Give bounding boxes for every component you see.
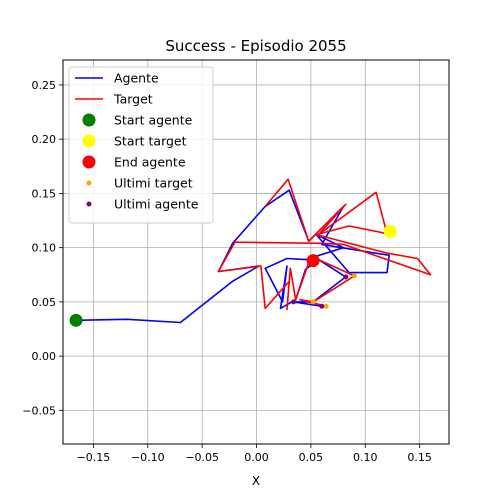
plot-area (69, 178, 432, 327)
marker-ultimi-agente (291, 299, 297, 305)
y-tick-label: 0.25 (32, 79, 57, 92)
x-axis-label: X (252, 474, 260, 488)
legend-label: Target (113, 92, 153, 107)
x-tick-label: 0.05 (299, 451, 324, 464)
legend: Agente Target Start agente Start target End … (68, 66, 214, 224)
legend-swatch (86, 201, 92, 207)
marker-end-agente (306, 254, 320, 268)
marker-start-target (383, 224, 397, 238)
x-tick-label: −0.10 (131, 451, 165, 464)
marker-start-agente (69, 313, 83, 327)
y-tick-label: 0.05 (32, 296, 57, 309)
x-tick-label: −0.05 (185, 451, 219, 464)
x-tick-label: −0.15 (77, 451, 111, 464)
legend-box (68, 66, 214, 224)
chart-title: Success - Episodio 2055 (165, 37, 346, 55)
legend-swatch (82, 155, 96, 169)
legend-label: Ultimi target (114, 176, 193, 191)
legend-label: Start agente (114, 113, 193, 128)
axes-frame (62, 59, 450, 445)
legend-swatch (86, 180, 92, 186)
y-tick-label: 0.15 (32, 187, 57, 200)
x-tick-label: 0.00 (244, 451, 269, 464)
marker-ultimi-agente (343, 274, 349, 280)
marker-ultimi-target (323, 303, 329, 309)
ticks: −0.15 −0.10 −0.05 0.00 0.05 0.10 0.15 −0.05 0.00… (22, 79, 432, 464)
y-tick-label: 0.20 (32, 133, 57, 146)
legend-swatch (82, 134, 96, 148)
marker-ultimi-target (310, 299, 316, 305)
legend-swatch (82, 113, 96, 127)
legend-label: Start target (114, 134, 187, 149)
legend-label: Agente (114, 71, 159, 86)
x-tick-label: 0.15 (407, 451, 432, 464)
legend-label: Ultimi agente (114, 197, 199, 212)
marker-ultimi-target (351, 273, 357, 279)
y-tick-label: 0.10 (32, 242, 57, 255)
legend-label: End agente (114, 155, 186, 170)
x-tick-label: 0.10 (353, 451, 378, 464)
y-tick-label: 0.00 (32, 350, 57, 363)
marker-ultimi-agente (319, 303, 325, 309)
y-tick-label: −0.05 (22, 404, 56, 417)
